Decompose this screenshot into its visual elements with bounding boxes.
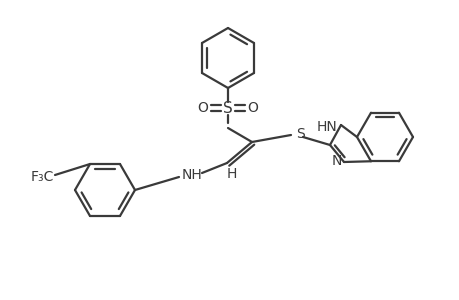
Text: F₃C: F₃C xyxy=(30,170,54,184)
Text: NH: NH xyxy=(181,168,202,182)
Text: S: S xyxy=(223,100,232,116)
Text: N: N xyxy=(331,154,341,168)
Text: HN: HN xyxy=(316,120,336,134)
Text: S: S xyxy=(295,127,304,141)
Text: O: O xyxy=(247,101,258,115)
Text: O: O xyxy=(197,101,208,115)
Text: H: H xyxy=(226,167,237,181)
